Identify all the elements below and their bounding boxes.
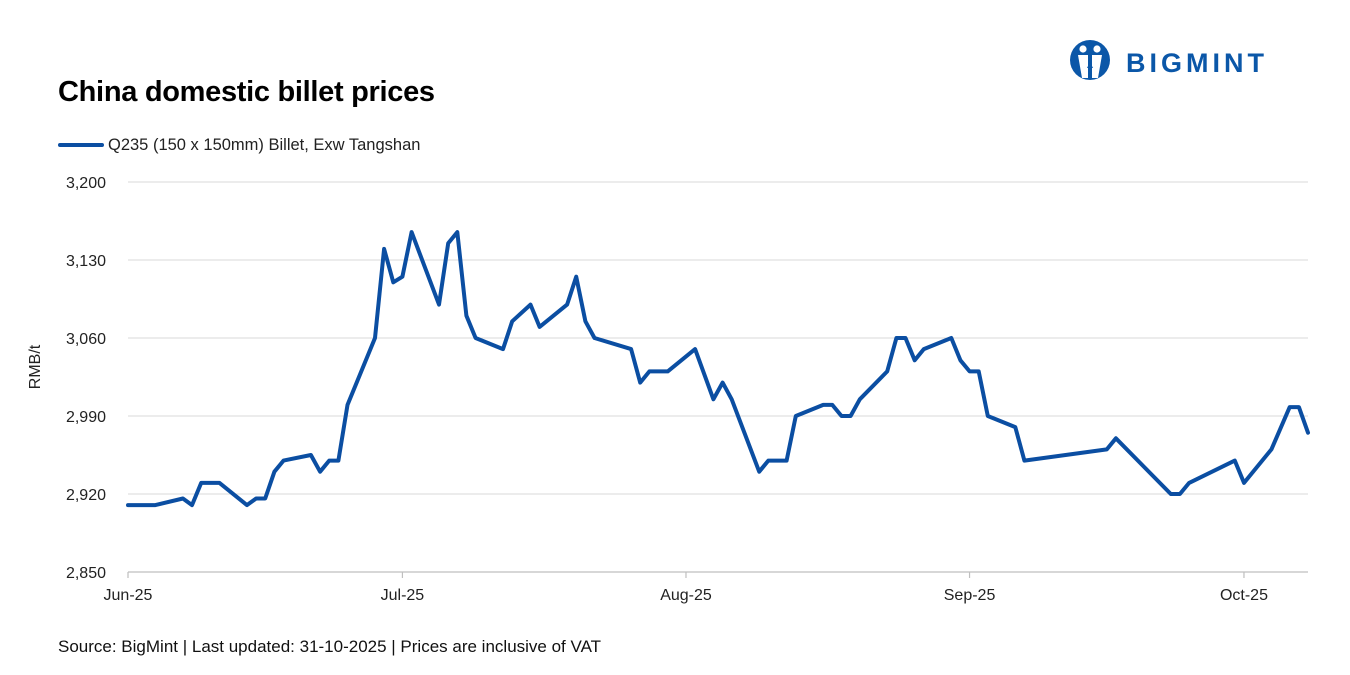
source-note: Source: BigMint | Last updated: 31-10-20…	[58, 637, 602, 656]
chart-title: China domestic billet prices	[58, 76, 435, 108]
y-tick-label: 3,200	[66, 175, 106, 192]
y-axis-label: RMB/t	[27, 344, 44, 389]
series-line	[126, 230, 1310, 508]
x-tick-label: Jul-25	[381, 587, 425, 604]
axes	[127, 571, 1308, 578]
series-layer	[126, 230, 1310, 508]
tick-labels: 2,850 2,920 2,990 3,060 3,130 3,200 Jun-25 Jul-…	[27, 175, 1268, 604]
x-tick-label: Jun-25	[104, 587, 153, 604]
bigmint-logo-icon	[1070, 40, 1110, 80]
y-tick-label: 2,850	[66, 565, 106, 582]
x-tick-label: Oct-25	[1220, 587, 1268, 604]
chart-legend: Q235 (150 x 150mm) Billet, Exw Tangshan	[58, 134, 420, 156]
y-tick-label: 2,990	[66, 409, 106, 426]
logo-text: BIGMINT	[1126, 48, 1268, 78]
y-tick-label: 3,060	[66, 331, 106, 348]
x-tick-label: Aug-25	[660, 587, 712, 604]
x-tick-label: Sep-25	[944, 587, 996, 604]
legend-label: Q235 (150 x 150mm) Billet, Exw Tangshan	[108, 135, 421, 154]
y-tick-label: 3,130	[66, 253, 106, 270]
y-tick-label: 2,920	[66, 487, 106, 504]
legend-swatch	[58, 143, 104, 147]
bigmint-logo: BIGMINT	[1068, 38, 1318, 86]
gridlines	[128, 181, 1308, 495]
